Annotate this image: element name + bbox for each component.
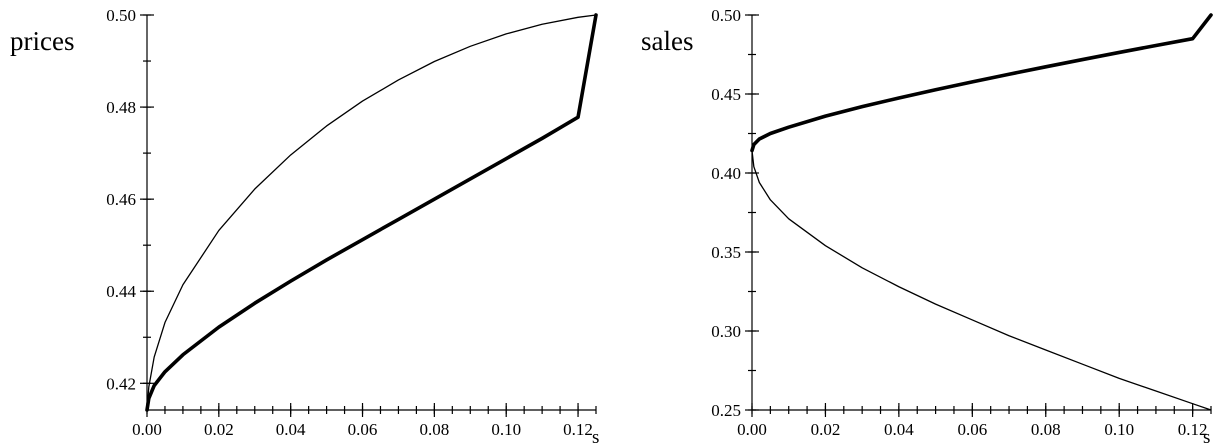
sales-axis-title: sales: [641, 26, 693, 56]
sales-x-tick-label: 0.12: [1178, 420, 1208, 439]
prices-thin-curve: [146, 14, 597, 411]
sales-x-axis-title: s: [1203, 427, 1210, 445]
prices-x-tick-label: 0.00: [132, 420, 162, 439]
prices-chart: prices s 0.00 0.02 0.04 0.06 0.08 0.10 0.12 0.4…: [10, 6, 599, 445]
sales-y-tick-label: 0.40: [711, 164, 741, 183]
sales-x-tick-label: 0.04: [884, 420, 914, 439]
sales-chart: sales s 0.00 0.02 0.04 0.06 0.08 0.10 0.12 0.25…: [641, 6, 1213, 445]
sales-x-tick-label: 0.00: [737, 420, 767, 439]
prices-x-tick-label: 0.02: [204, 420, 234, 439]
prices-axis-title: prices: [10, 26, 74, 56]
prices-x-tick-label: 0.12: [563, 420, 593, 439]
prices-y-tick-label: 0.46: [106, 190, 136, 209]
sales-y-tick-label: 0.25: [711, 401, 741, 420]
sales-y-tick-label: 0.30: [711, 322, 741, 341]
sales-x-tick-label: 0.08: [1031, 420, 1061, 439]
prices-y-tick-label: 0.44: [106, 282, 136, 301]
sales-y-tick-label: 0.35: [711, 243, 741, 262]
prices-y-tick-label: 0.42: [106, 374, 136, 393]
sales-thin-curve: [751, 149, 1212, 411]
prices-x-tick-label: 0.04: [276, 420, 306, 439]
sales-y-tick-label: 0.50: [711, 6, 741, 25]
prices-x-tick-label: 0.10: [491, 420, 521, 439]
prices-y-tick-label: 0.50: [106, 6, 136, 25]
prices-thick-curve: [145, 13, 598, 412]
prices-x-tick-label: 0.08: [419, 420, 449, 439]
sales-thick-curve: [750, 13, 1213, 153]
prices-x-tick-label: 0.06: [348, 420, 378, 439]
prices-y-tick-label: 0.48: [106, 98, 136, 117]
sales-y-tick-label: 0.45: [711, 85, 741, 104]
sales-x-tick-label: 0.10: [1104, 420, 1134, 439]
sales-x-tick-label: 0.06: [957, 420, 987, 439]
prices-x-axis-title: s: [592, 427, 599, 445]
sales-x-tick-label: 0.02: [811, 420, 841, 439]
